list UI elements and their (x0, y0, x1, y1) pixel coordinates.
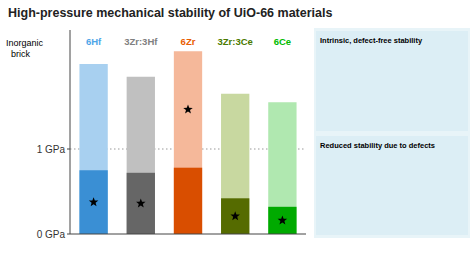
category-label: 6Hf (86, 36, 102, 47)
bar (127, 173, 155, 234)
bars (79, 51, 296, 234)
bar (127, 77, 155, 234)
y-tick (67, 234, 70, 235)
annotation: Reduced stability due to defects (320, 141, 435, 150)
annotation: Inorganic brick (6, 38, 44, 59)
bar (221, 94, 249, 234)
y-tick-label: 1 GPa (37, 144, 66, 155)
category-label: 6Zr (181, 36, 196, 47)
bar (79, 170, 107, 234)
annotation-line: brick (6, 49, 31, 59)
star-marker (136, 198, 146, 207)
annotation: Intrinsic, defect-free stability (320, 36, 423, 45)
category-label: 6Ce (274, 36, 291, 47)
side-subpanel (316, 136, 468, 235)
annotation-line: Inorganic (6, 38, 44, 48)
star-marker (230, 211, 240, 220)
star-marker (89, 197, 99, 206)
side-panel (314, 28, 470, 238)
side-subpanel (316, 31, 468, 131)
category-label: 3Zr:3Hf (124, 36, 158, 47)
bar (79, 64, 107, 234)
x-axis (70, 234, 306, 235)
title: High-pressure mechanical stability of Ui… (8, 6, 332, 20)
bar (221, 198, 249, 234)
star-marker (183, 104, 193, 113)
y-tick (67, 149, 70, 150)
bar (268, 102, 296, 234)
y-tick-label: 0 GPa (37, 229, 66, 240)
category-label: 3Zr:3Ce (218, 36, 253, 47)
chart: High-pressure mechanical stability of Ui… (0, 0, 474, 254)
y-axis (70, 30, 71, 234)
bar (174, 168, 202, 234)
bar (174, 51, 202, 234)
bar (268, 207, 296, 234)
star-marker (278, 215, 288, 224)
